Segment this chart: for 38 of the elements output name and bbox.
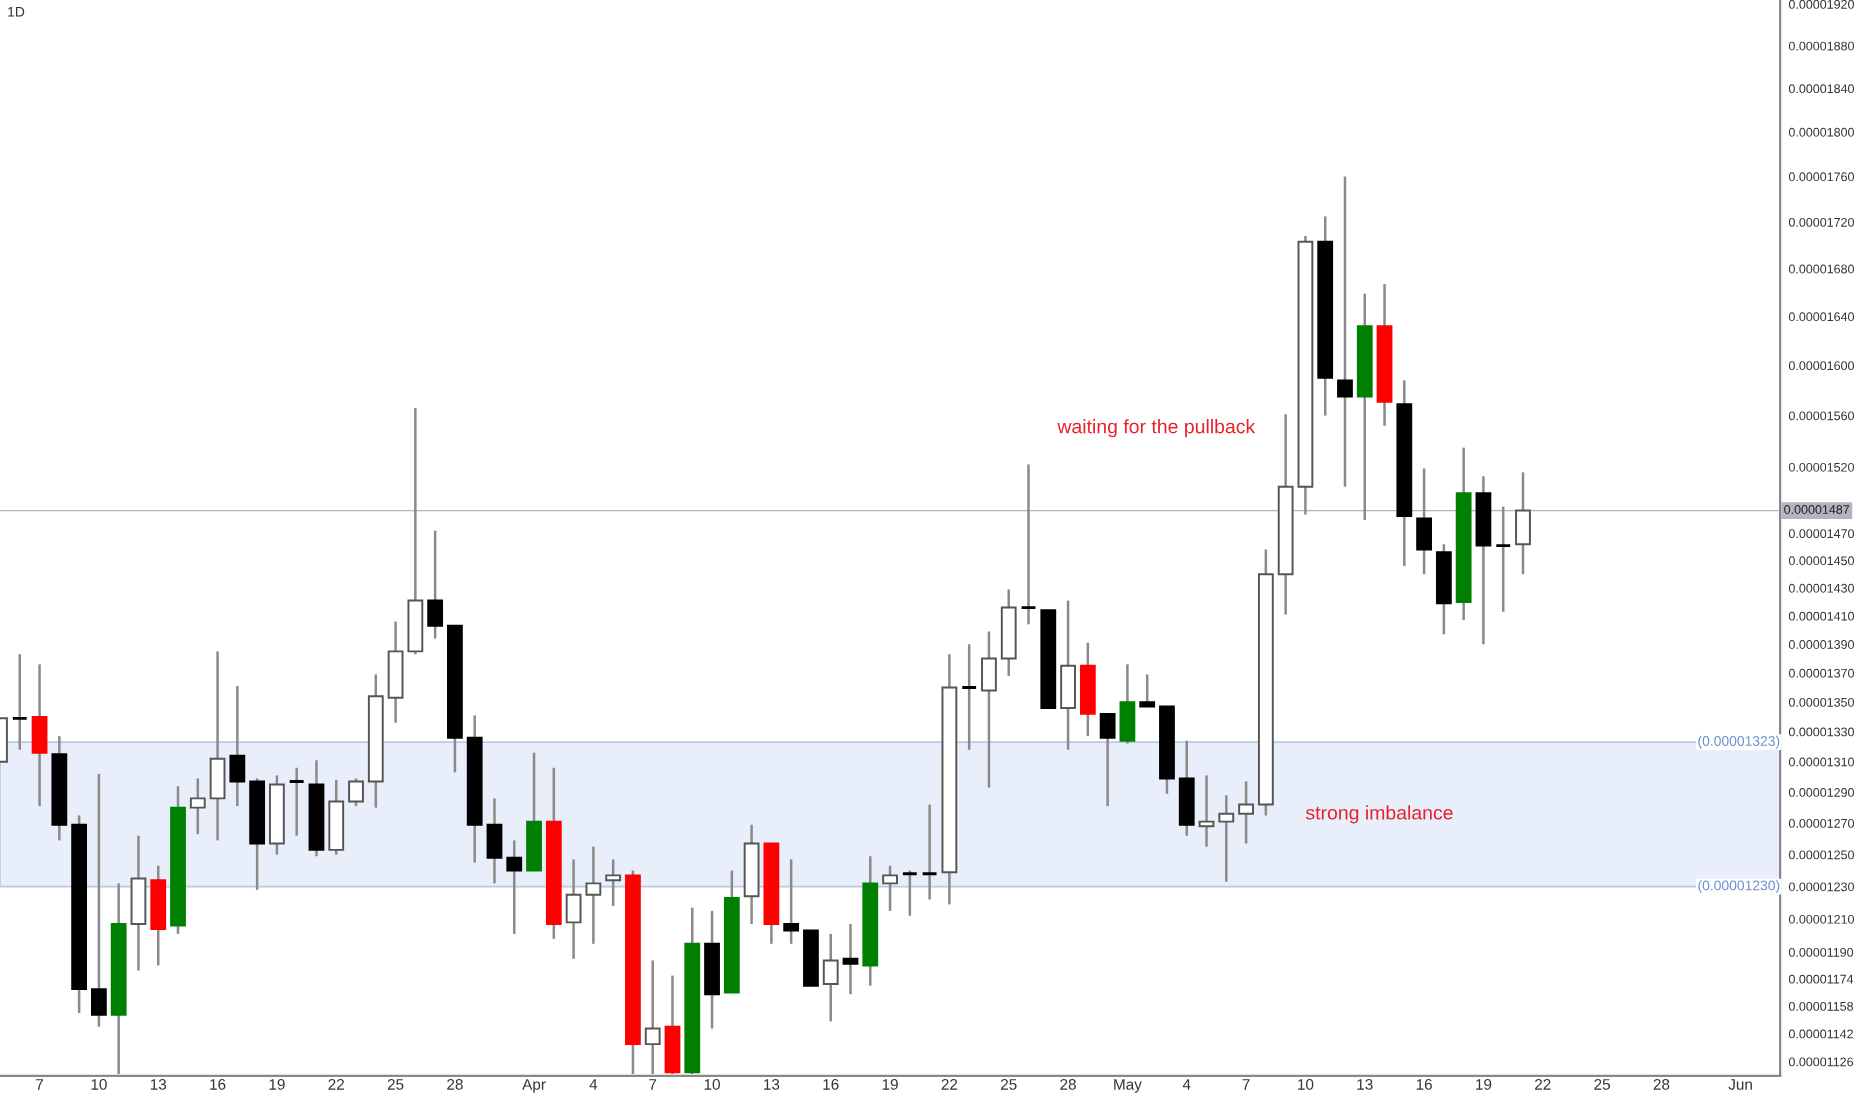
candlestick xyxy=(229,684,246,808)
candlestick xyxy=(427,529,444,640)
candlestick xyxy=(783,858,800,946)
candlestick xyxy=(506,839,523,936)
candlestick xyxy=(960,643,978,751)
candlestick xyxy=(288,766,305,837)
annotation: waiting for the pullback xyxy=(1057,419,1256,438)
candlestick xyxy=(981,630,997,789)
candlestick xyxy=(130,834,147,972)
candlestick xyxy=(842,922,859,996)
candlestick xyxy=(1060,599,1076,751)
candlestick xyxy=(565,858,582,961)
candlestick xyxy=(189,777,206,836)
candlestick xyxy=(387,620,404,725)
candlestick xyxy=(1494,505,1512,613)
candlestick xyxy=(31,663,48,808)
candlestick xyxy=(605,858,622,908)
candlestick xyxy=(91,772,107,1029)
candlestick xyxy=(921,803,938,901)
candlestick xyxy=(1238,780,1254,845)
candlestick xyxy=(1119,663,1136,745)
candlestick xyxy=(822,932,839,1023)
candlestick xyxy=(1178,739,1195,837)
candlestick xyxy=(585,845,602,946)
candlestick xyxy=(209,650,226,842)
candlestick xyxy=(1218,794,1235,884)
candlestick xyxy=(348,777,364,808)
candlestick xyxy=(1515,471,1531,576)
candlestick xyxy=(1139,673,1156,708)
candlestick xyxy=(882,864,898,913)
candlestick xyxy=(11,653,29,751)
candlestick xyxy=(1020,463,1037,626)
band-label: strong imbalance xyxy=(1305,805,1453,824)
candlestick xyxy=(1099,712,1116,808)
candlestick xyxy=(901,869,919,918)
candlestick xyxy=(1416,467,1432,576)
candlestick xyxy=(1337,175,1353,488)
candlestick xyxy=(486,797,503,885)
